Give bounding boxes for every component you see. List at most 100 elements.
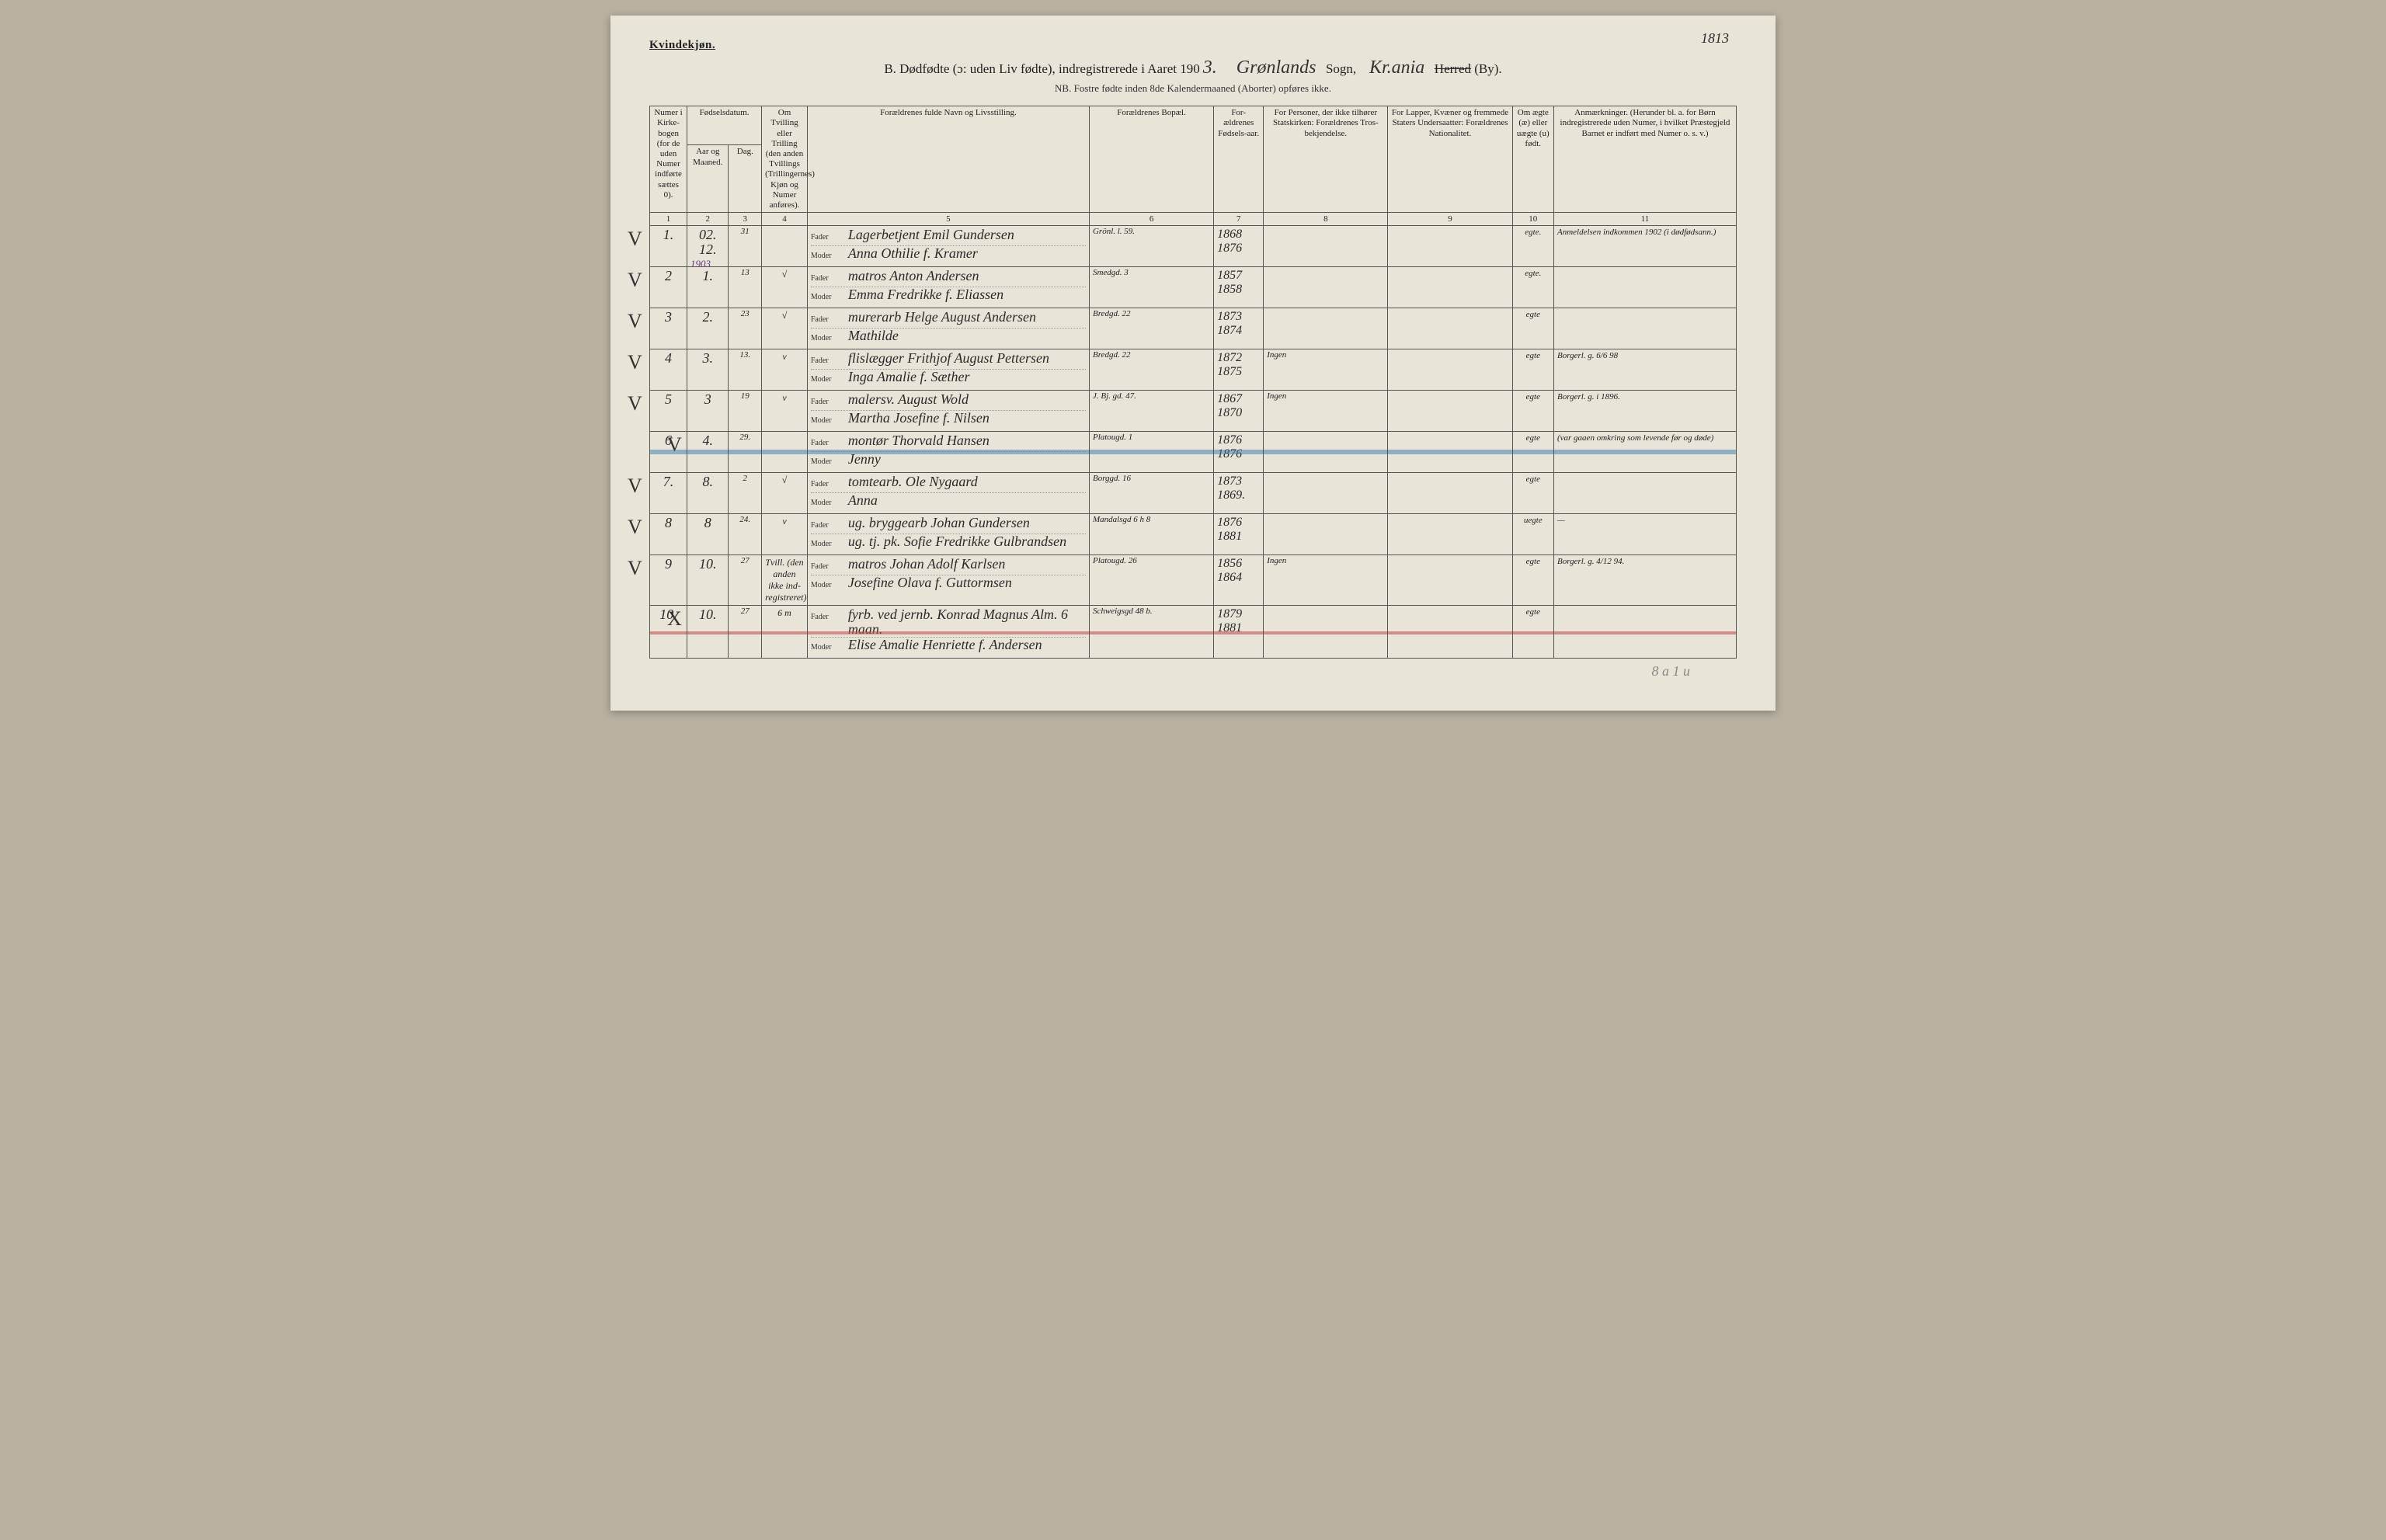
mother-birth-year: 1870 <box>1217 406 1260 420</box>
margin-check-mark: X <box>667 607 682 631</box>
day-cell: 13. <box>729 349 762 391</box>
form-title: B. Dødfødte (ɔ: uden Liv fødte), indregi… <box>649 58 1737 78</box>
mother-label: Moder <box>811 581 843 589</box>
father-birth-year: 1873 <box>1217 310 1260 324</box>
mother-name: Anna Othilie f. Kramer <box>848 246 978 261</box>
parents-cell: Fadermalersv. August WoldModerMartha Jos… <box>807 391 1089 432</box>
day-cell: 27 <box>729 555 762 606</box>
entry-number-cell: V1. <box>650 226 687 267</box>
legitimacy-cell: egte <box>1512 308 1553 349</box>
entry-number-cell: V7. <box>650 473 687 514</box>
district-strike: Herred <box>1435 61 1471 76</box>
birth-year-cell: 18721875 <box>1214 349 1264 391</box>
address-cell: Grönl. l. 59. <box>1089 226 1213 267</box>
father-name: flislægger Frithjof August Pettersen <box>848 351 1049 366</box>
entry-number: 9 <box>665 556 672 572</box>
remark-cell: Borgerl. g. 4/12 94. <box>1553 555 1736 606</box>
col-header-5: Forældrenes fulde Navn og Livsstilling. <box>807 106 1089 213</box>
parents-cell: FaderLagerbetjent Emil GundersenModerAnn… <box>807 226 1089 267</box>
entry-number-cell: X10. <box>650 606 687 659</box>
faith-cell: Ingen <box>1264 555 1388 606</box>
address-cell: Bredgd. 22 <box>1089 308 1213 349</box>
faith-cell <box>1264 473 1388 514</box>
parents-cell: Fadermatros Johan Adolf KarlsenModerJose… <box>807 555 1089 606</box>
nationality-cell <box>1388 555 1512 606</box>
legitimacy-cell: egte <box>1512 555 1553 606</box>
day-cell: 19 <box>729 391 762 432</box>
mother-birth-year: 1869. <box>1217 488 1260 502</box>
parents-cell: Faderug. bryggearb Johan GundersenModeru… <box>807 514 1089 555</box>
day-cell: 24. <box>729 514 762 555</box>
father-birth-year: 1879 <box>1217 607 1260 621</box>
month-value: 10. <box>699 607 717 622</box>
margin-check-mark: V <box>628 557 642 580</box>
father-label: Fader <box>811 439 843 447</box>
entry-number: 2 <box>665 268 672 283</box>
table-body: V1.02. 12.31FaderLagerbetjent Emil Gunde… <box>650 226 1737 659</box>
nationality-cell <box>1388 606 1512 659</box>
margin-check-mark: V <box>628 310 642 333</box>
year-note: 1903 <box>690 258 711 270</box>
colnum: 8 <box>1264 213 1388 226</box>
margin-check-mark: V <box>628 475 642 498</box>
father-birth-year: 1857 <box>1217 269 1260 283</box>
address-cell: J. Bj. gd. 47. <box>1089 391 1213 432</box>
month-value: 8. <box>702 474 713 489</box>
father-row: Faderug. bryggearb Johan Gundersen <box>811 516 1086 534</box>
parents-cell: Fadermatros Anton AndersenModerEmma Fred… <box>807 267 1089 308</box>
birth-year-cell: 18761881 <box>1214 514 1264 555</box>
remark-cell <box>1553 473 1736 514</box>
mother-birth-year: 1876 <box>1217 447 1260 461</box>
father-birth-year: 1867 <box>1217 392 1260 406</box>
legitimacy-cell: uegte <box>1512 514 1553 555</box>
father-label: Fader <box>811 521 843 530</box>
remark-cell <box>1553 308 1736 349</box>
remark-cell: Borgerl. g. i 1896. <box>1553 391 1736 432</box>
mother-label: Moder <box>811 252 843 260</box>
mother-birth-year: 1876 <box>1217 242 1260 256</box>
parents-cell: Fader flislægger Frithjof August Petterse… <box>807 349 1089 391</box>
legitimacy-cell: egte <box>1512 432 1553 473</box>
colnum: 5 <box>807 213 1089 226</box>
mother-label: Moder <box>811 499 843 507</box>
form-subtitle: NB. Fostre fødte inden 8de Kalendermaane… <box>649 82 1737 95</box>
mother-row: ModerJosefine Olava f. Guttormsen <box>811 575 1086 594</box>
mother-birth-year: 1874 <box>1217 324 1260 338</box>
month-value: 1. <box>702 268 713 283</box>
colnum: 4 <box>762 213 808 226</box>
margin-check-mark: V <box>628 351 642 374</box>
birth-year-cell: 18681876 <box>1214 226 1264 267</box>
mother-name: Inga Amalie f. Sæther <box>848 370 970 384</box>
twin-cell <box>762 432 808 473</box>
title-prefix: B. Dødfødte (ɔ: uden Liv fødte), indregi… <box>884 61 1199 76</box>
birth-year-cell: 18571858 <box>1214 267 1264 308</box>
heading-row: Kvindekjøn. <box>649 39 1737 52</box>
mother-label: Moder <box>811 293 843 301</box>
col-header-7: For-ældrenes Fødsels-aar. <box>1214 106 1264 213</box>
mother-name: Martha Josefine f. Nilsen <box>848 411 990 426</box>
twin-cell: √ <box>762 473 808 514</box>
district-suffix: (By). <box>1474 61 1501 76</box>
birth-year-cell: 18761876 <box>1214 432 1264 473</box>
twin-cell: √ <box>762 308 808 349</box>
month-cell: 4. <box>687 432 729 473</box>
father-birth-year: 1868 <box>1217 228 1260 242</box>
father-label: Fader <box>811 356 843 365</box>
entry-number: 3 <box>665 309 672 325</box>
nationality-cell <box>1388 349 1512 391</box>
birth-year-cell: 18671870 <box>1214 391 1264 432</box>
father-name: montør Thorvald Hansen <box>848 433 990 448</box>
address-cell: Platougd. 26 <box>1089 555 1213 606</box>
father-birth-year: 1872 <box>1217 351 1260 365</box>
faith-cell <box>1264 514 1388 555</box>
father-row: Fadermatros Anton Andersen <box>811 269 1086 287</box>
remark-cell <box>1553 606 1736 659</box>
twin-cell: v <box>762 349 808 391</box>
col-header-10: Om ægte (æ) eller uægte (u) født. <box>1512 106 1553 213</box>
father-name: matros Johan Adolf Karlsen <box>848 557 1006 572</box>
entry-number-cell: V9 <box>650 555 687 606</box>
father-name: fyrb. ved jernb. Konrad Magnus Alm. 6 ma… <box>848 607 1086 637</box>
colnum: 1 <box>650 213 687 226</box>
mother-name: Anna <box>848 493 878 508</box>
mother-name: Jenny <box>848 452 881 467</box>
